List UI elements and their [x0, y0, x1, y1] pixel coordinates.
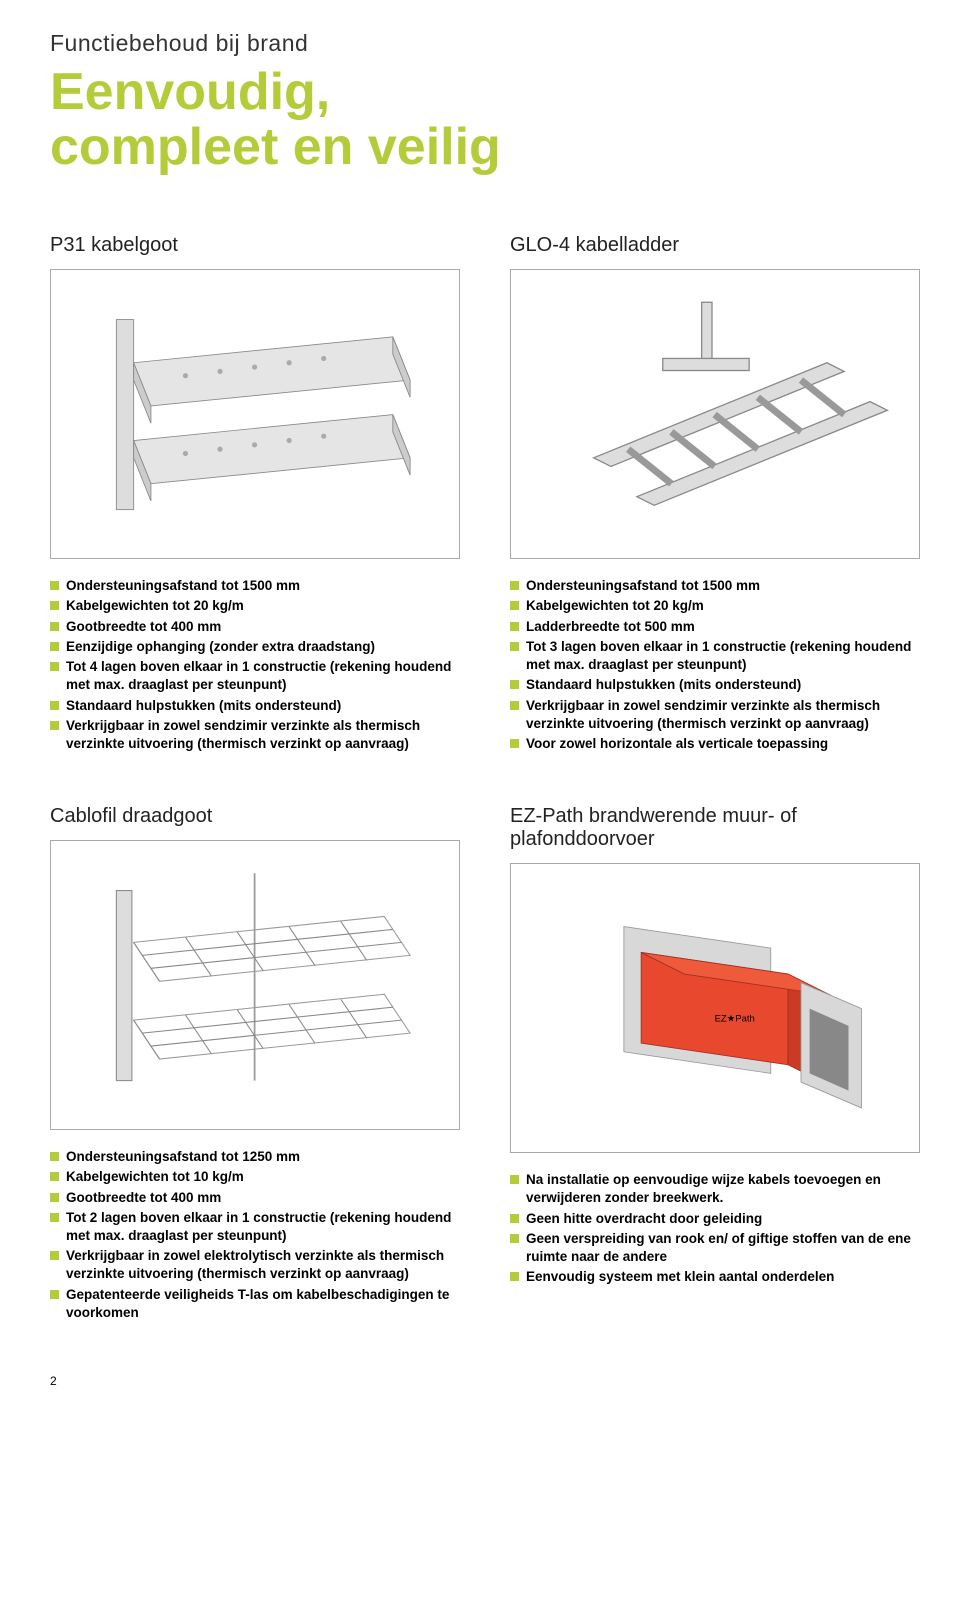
row-2: Cablofil draadgoot [50, 805, 920, 1324]
cablofil-illustration [50, 840, 460, 1130]
bullet-item: Geen verspreiding van rook en/ of giftig… [510, 1230, 920, 1266]
bullet-item: Eenzijdige ophanging (zonder extra draad… [50, 638, 460, 656]
glo4-bullets: Ondersteuningsafstand tot 1500 mm Kabelg… [510, 577, 920, 753]
svg-text:EZ★Path: EZ★Path [715, 1013, 755, 1024]
cable-ladder-icon [531, 285, 898, 544]
section-glo4: GLO-4 kabelladder [510, 234, 920, 755]
section-cablofil: Cablofil draadgoot [50, 805, 460, 1324]
cable-tray-icon [71, 285, 438, 544]
main-title-line1: Eenvoudig, [50, 63, 330, 121]
ezpath-bullets: Na installatie op eenvoudige wijze kabel… [510, 1171, 920, 1286]
bullet-item: Na installatie op eenvoudige wijze kabel… [510, 1171, 920, 1207]
bullet-item: Kabelgewichten tot 20 kg/m [510, 597, 920, 615]
pre-title: Functiebehoud bij brand [50, 30, 920, 57]
bullet-item: Ondersteuningsafstand tot 1500 mm [50, 577, 460, 595]
bullet-item: Geen hitte overdracht door geleiding [510, 1210, 920, 1228]
bullet-item: Eenvoudig systeem met klein aantal onder… [510, 1268, 920, 1286]
ezpath-illustration: EZ★Path [510, 863, 920, 1153]
bullet-item: Ladderbreedte tot 500 mm [510, 618, 920, 636]
bullet-item: Gepatenteerde veiligheids T-las om kabel… [50, 1286, 460, 1322]
glo4-title: GLO-4 kabelladder [510, 234, 920, 257]
bullet-item: Verkrijgbaar in zowel elektrolytisch ver… [50, 1247, 460, 1283]
main-title: Eenvoudig, compleet en veilig [50, 65, 920, 174]
glo4-illustration [510, 269, 920, 559]
bullet-item: Standaard hulpstukken (mits ondersteund) [50, 697, 460, 715]
bullet-item: Ondersteuningsafstand tot 1250 mm [50, 1148, 460, 1166]
bullet-item: Tot 2 lagen boven elkaar in 1 constructi… [50, 1209, 460, 1245]
bullet-item: Gootbreedte tot 400 mm [50, 1189, 460, 1207]
main-title-line2: compleet en veilig [50, 118, 501, 176]
bullet-item: Kabelgewichten tot 10 kg/m [50, 1168, 460, 1186]
bullet-item: Tot 3 lagen boven elkaar in 1 constructi… [510, 638, 920, 674]
page-number: 2 [50, 1374, 920, 1388]
p31-title: P31 kabelgoot [50, 234, 460, 257]
bullet-item: Tot 4 lagen boven elkaar in 1 constructi… [50, 658, 460, 694]
section-p31: P31 kabelgoot [50, 234, 460, 755]
fire-barrier-icon: EZ★Path [531, 879, 898, 1138]
bullet-item: Kabelgewichten tot 20 kg/m [50, 597, 460, 615]
bullet-item: Gootbreedte tot 400 mm [50, 618, 460, 636]
bullet-item: Standaard hulpstukken (mits ondersteund) [510, 676, 920, 694]
bullet-item: Ondersteuningsafstand tot 1500 mm [510, 577, 920, 595]
section-ezpath: EZ-Path brandwerende muur- of plafonddoo… [510, 805, 920, 1324]
bullet-item: Verkrijgbaar in zowel sendzimir verzinkt… [50, 717, 460, 753]
cablofil-bullets: Ondersteuningsafstand tot 1250 mm Kabelg… [50, 1148, 460, 1322]
p31-bullets: Ondersteuningsafstand tot 1500 mm Kabelg… [50, 577, 460, 753]
row-1: P31 kabelgoot [50, 234, 920, 755]
bullet-item: Voor zowel horizontale als verticale toe… [510, 735, 920, 753]
ezpath-title: EZ-Path brandwerende muur- of plafonddoo… [510, 805, 920, 851]
wire-tray-icon [71, 856, 438, 1115]
cablofil-title: Cablofil draadgoot [50, 805, 460, 828]
p31-illustration [50, 269, 460, 559]
bullet-item: Verkrijgbaar in zowel sendzimir verzinkt… [510, 697, 920, 733]
